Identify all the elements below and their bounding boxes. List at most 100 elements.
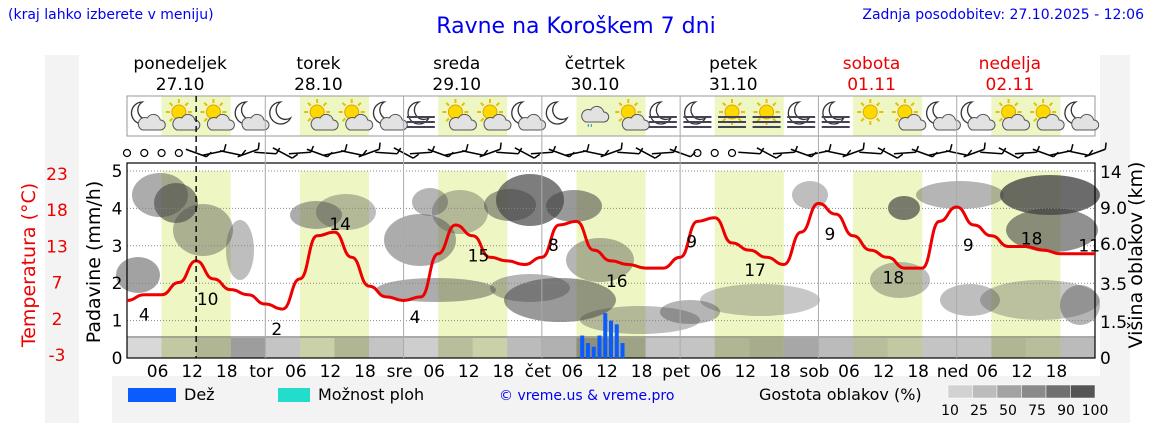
low-cloud-cell — [611, 338, 646, 358]
temperature-value-label: 4 — [410, 308, 421, 328]
low-cloud-cell — [853, 338, 888, 358]
x-tick-label: čet — [525, 362, 552, 382]
cloud-shape — [483, 113, 512, 131]
barb-staff — [237, 148, 259, 158]
barb-flag — [1017, 153, 1025, 159]
wind-calm-circle — [727, 148, 737, 158]
temperature-value-label: 9 — [825, 225, 836, 245]
temperature-value-label: 15 — [468, 247, 490, 267]
temperature-value-label: 2 — [271, 320, 282, 340]
x-tick-label: 06 — [147, 362, 169, 382]
moon-partly-cloudy-icon — [234, 101, 270, 131]
barb-flag — [378, 142, 381, 150]
barb-staff — [358, 148, 380, 158]
cloud-height-tick-label: 6.0 — [1100, 235, 1127, 255]
cloud-density-swatch — [1070, 384, 1096, 399]
wind-barb — [565, 144, 590, 157]
temperature-value-label: 18 — [1021, 230, 1043, 250]
barb-staff — [461, 149, 484, 157]
x-tick-label: 06 — [562, 362, 584, 382]
cloud-density-blob — [1006, 208, 1098, 252]
barb-flag — [828, 144, 832, 151]
precip-axis-title: Padavine (mm/h) — [83, 181, 105, 344]
sun-ray — [341, 117, 347, 122]
copyright-link[interactable]: © vreme.us & vreme.pro — [499, 388, 675, 404]
barb-flag — [862, 142, 865, 150]
low-cloud-cell — [714, 338, 750, 358]
x-tick-label: pet — [662, 362, 690, 382]
wind-barb — [393, 147, 420, 159]
sun-ray — [495, 102, 500, 107]
sun-disc — [862, 104, 878, 120]
barb-flag — [257, 142, 260, 150]
x-tick-label: tor — [249, 362, 273, 382]
barb-staff — [340, 149, 363, 157]
sun-ray — [875, 117, 881, 122]
cloud-density-blob — [504, 278, 616, 322]
cloud-density-swatch — [1045, 384, 1071, 399]
sun-ray — [860, 117, 865, 122]
icon-band-frame — [126, 95, 1096, 137]
day-date: 29.10 — [432, 75, 481, 95]
cloud-shape — [1002, 113, 1030, 131]
cloud-density-swatch — [947, 384, 973, 399]
rain-bar — [614, 324, 619, 358]
wind-barb — [185, 148, 212, 158]
low-cloud-cell — [299, 338, 335, 358]
low-cloud-cell — [922, 338, 957, 358]
moon-partly-cloudy-icon — [1064, 101, 1100, 131]
temperature-value-label: 4 — [139, 306, 150, 326]
legend-rain-label: Dež — [184, 385, 215, 404]
sun-partly-cloudy-icon — [891, 99, 927, 131]
rain-bar — [597, 335, 602, 358]
low-cloud-cell — [369, 338, 404, 358]
page-title: Ravne na Koroškem 7 dni — [436, 14, 716, 39]
wind-barb — [998, 147, 1025, 159]
barb-flag — [1070, 144, 1074, 151]
barb-staff — [842, 148, 864, 158]
sun-ray — [341, 102, 347, 107]
cloud-density-blob — [412, 188, 448, 216]
cloud-shape — [345, 113, 374, 131]
sun-ray — [445, 117, 450, 122]
cloud-density-blob — [1060, 285, 1100, 325]
cloud-density-blob — [484, 189, 536, 221]
cloud-height-tick-label: 14 — [1100, 163, 1122, 183]
x-tick-label: 18 — [1046, 362, 1068, 382]
low-cloud-cell — [783, 338, 819, 358]
rain-bar — [591, 346, 596, 358]
sun-ray — [910, 102, 915, 107]
sun-ray — [322, 102, 328, 107]
cloud-shape — [137, 113, 166, 131]
barb-staff — [998, 147, 1019, 159]
barb-staff — [893, 151, 916, 155]
wind-barb — [1049, 144, 1074, 157]
day-name: torek — [296, 54, 340, 74]
barb-staff — [1084, 148, 1106, 158]
wind-barb — [202, 144, 227, 157]
moon-crescent — [545, 101, 569, 125]
day-name: petek — [709, 54, 757, 74]
legend-showers-label: Možnost ploh — [318, 385, 425, 404]
cloud-shape — [581, 105, 610, 123]
sun-ray — [307, 102, 312, 107]
cloud-shape — [241, 113, 270, 131]
wind-barb — [635, 147, 662, 159]
cloud-density-blob — [700, 284, 820, 316]
barb-flag — [1104, 142, 1107, 150]
x-tick-label: 12 — [734, 362, 756, 382]
temperature-tick-label: 2 — [52, 310, 63, 330]
day-name: sreda — [433, 54, 480, 74]
x-tick-label: 06 — [423, 362, 445, 382]
cloud-shape — [1071, 113, 1100, 131]
sun-ray — [894, 102, 900, 107]
cloud-density-step-label: 25 — [970, 403, 988, 419]
x-tick-label: 12 — [181, 362, 203, 382]
sun-fog-icon — [718, 99, 746, 128]
region-hint: (kraj lahko izberete v meniju) — [8, 7, 214, 23]
low-cloud-cell — [645, 338, 681, 358]
cloud-density-legend-label: Gostota oblakov (%) — [759, 385, 922, 404]
low-cloud-cell — [230, 338, 266, 358]
barb-staff — [496, 151, 519, 155]
wind-barb — [963, 142, 986, 158]
